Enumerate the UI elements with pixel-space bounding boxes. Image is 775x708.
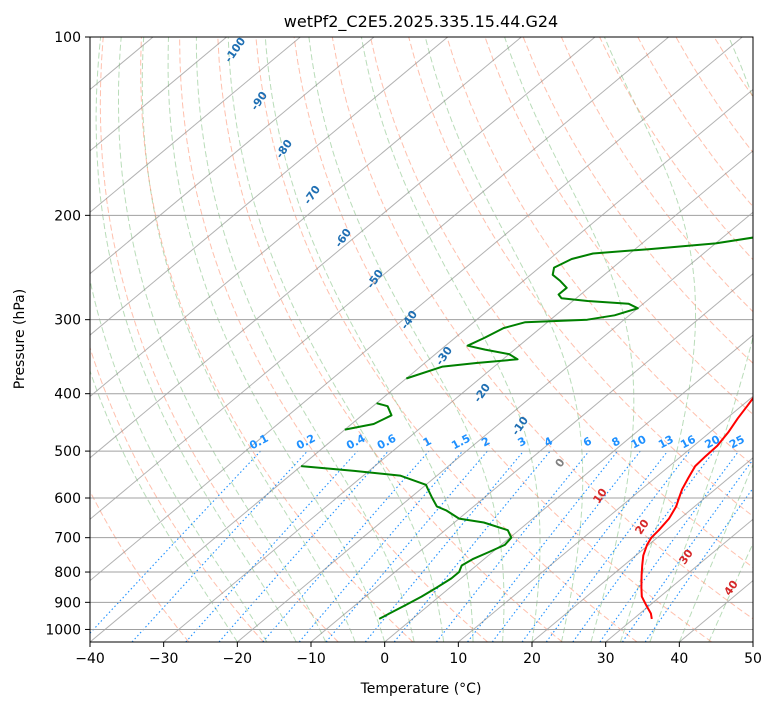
isotherms: [90, 37, 753, 642]
dry-adiabat-line: [140, 37, 414, 642]
moist-adiabat-line: [678, 463, 753, 642]
isotherm-line: [237, 211, 753, 642]
mixing-ratio-line: [521, 450, 669, 642]
isotherm-line: [90, 37, 375, 275]
isotherm-line: [90, 37, 227, 152]
x-axis-ticks: −40 −30 −20 −10 0 10 20 30 40 50: [75, 642, 762, 667]
mixing-ratio-lines: [90, 450, 753, 642]
mixing-ratio-line: [435, 450, 590, 642]
x-tick-label: 30: [597, 651, 615, 667]
x-tick-label: 50: [744, 651, 762, 667]
mixing-ratio-label: 20: [703, 433, 723, 452]
moist-adiabat-line: [90, 369, 238, 642]
isotherm-line: [310, 273, 753, 642]
dry-adiabat-line: [370, 37, 753, 569]
y-tick-label: 600: [54, 491, 81, 507]
isotherm-line: [384, 334, 753, 642]
isotherm-line: [90, 37, 448, 336]
isotherm-line: [163, 150, 753, 642]
mixing-ratio-label: 13: [656, 433, 676, 452]
moist-adiabat-line: [95, 37, 297, 642]
y-tick-label: 400: [54, 387, 81, 403]
mixing-ratio-line: [325, 450, 488, 642]
y-tick-label: 100: [54, 30, 81, 46]
x-tick-label: −10: [296, 651, 326, 667]
y-tick-label: 300: [54, 313, 81, 329]
moist-adiabat-line: [649, 37, 753, 642]
temperature-profile-line: [640, 396, 753, 620]
isotherm-line: [458, 395, 753, 642]
y-tick-label: 700: [54, 531, 81, 547]
x-tick-label: 10: [449, 651, 467, 667]
x-tick-label: 20: [523, 651, 541, 667]
x-tick-label: −30: [149, 651, 179, 667]
y-tick-label: 200: [54, 208, 81, 224]
isotherm-line: [90, 88, 753, 642]
dry-adiabat-line: [446, 37, 753, 467]
mixing-ratio-line: [393, 450, 551, 642]
x-tick-label: 40: [670, 651, 688, 667]
dry-adiabat-line: [293, 37, 712, 642]
moist-adiabat-line: [308, 37, 505, 642]
isotherm-line: [90, 37, 669, 520]
dry-adiabat-line: [99, 37, 339, 642]
mixing-ratio-line: [621, 458, 753, 642]
mixing-ratio-line: [364, 450, 525, 642]
isotherm-line: [605, 518, 753, 642]
chart-title: wetPf2_C2E5.2025.335.15.44.G24: [284, 12, 558, 32]
x-tick-label: 0: [380, 651, 389, 667]
mixing-ratio-line: [185, 450, 358, 642]
profile-series: [301, 236, 753, 620]
mixing-ratio-line: [572, 450, 715, 642]
moist-adiabat-line: [424, 37, 584, 642]
y-tick-label: 800: [54, 565, 81, 581]
mixing-ratio-label: 10: [629, 433, 649, 452]
plot-frame: [89, 36, 754, 643]
y-tick-label: 500: [54, 444, 81, 460]
moist-adiabat-line: [603, 37, 696, 642]
dry-adiabat-line: [331, 37, 753, 620]
moist-adiabat-line: [118, 37, 327, 642]
dry-adiabat-line: [217, 37, 563, 642]
moist-adiabat-line: [141, 37, 356, 642]
mixing-ratio-label: 25: [727, 433, 747, 452]
mixing-ratio-label: 16: [678, 433, 698, 452]
dewpoint-profile-line: [405, 236, 753, 380]
mixing-ratio-line: [644, 487, 753, 642]
isotherm-line: [531, 457, 753, 642]
y-tick-label: 1000: [45, 622, 81, 638]
x-axis-label: Temperature (°C): [360, 681, 482, 697]
pressure-gridlines: [90, 37, 753, 630]
y-axis-label: Pressure (hPa): [12, 289, 28, 389]
dry-adiabat-line: [484, 37, 753, 416]
mixing-ratio-line: [218, 450, 389, 642]
isotherm-line: [90, 37, 743, 582]
moist-adiabat-line: [227, 37, 445, 642]
dry-adiabat-line: [255, 37, 638, 642]
moist-adiabat-line: [90, 277, 268, 642]
dry-adiabat-line: [90, 346, 264, 642]
mixing-ratio-line: [545, 450, 691, 642]
isotherm-line: [90, 37, 522, 398]
y-axis-ticks: 100 200 300 400 500 600 700 800 900 1000: [45, 30, 90, 638]
y-tick-label: 900: [54, 595, 81, 611]
x-tick-label: −40: [75, 651, 105, 667]
mixing-ratio-line: [599, 450, 740, 642]
moist-adiabat-line: [360, 37, 541, 642]
moist-adiabats: [90, 37, 753, 642]
x-tick-label: −20: [223, 651, 253, 667]
isotherm-line: [90, 37, 301, 213]
dry-adiabat-line: [179, 37, 488, 642]
dewpoint-profile-line: [344, 402, 393, 431]
dewpoint-profile-line: [301, 465, 513, 620]
mixing-ratio-line: [90, 450, 262, 634]
isotherm-line: [90, 37, 596, 459]
moist-adiabat-line: [167, 37, 386, 642]
